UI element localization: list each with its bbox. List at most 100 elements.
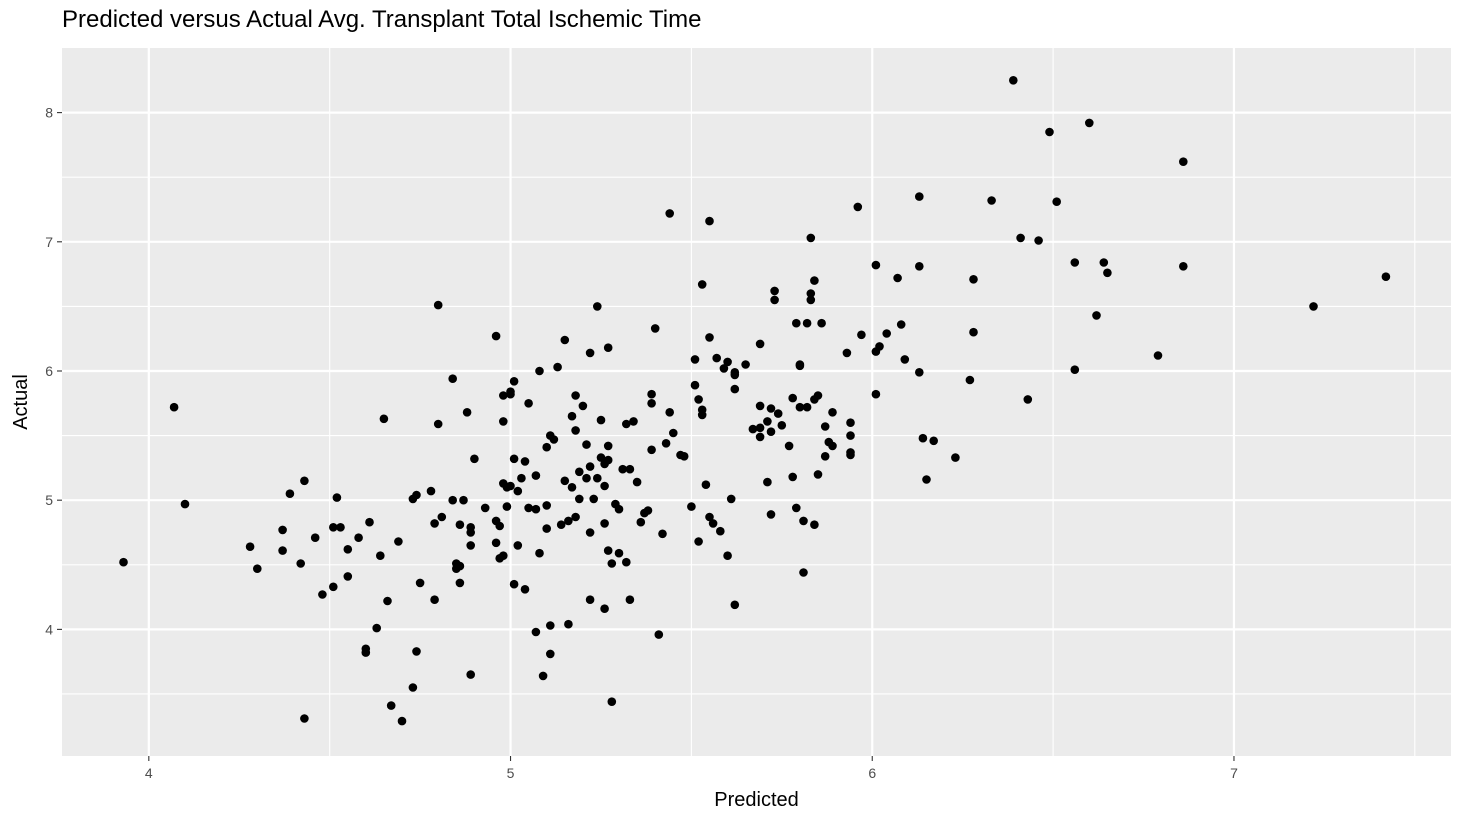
data-point	[433, 300, 443, 310]
data-point	[1045, 127, 1054, 137]
data-point	[915, 192, 924, 201]
data-point	[770, 295, 779, 305]
data-point	[376, 551, 385, 560]
data-point	[600, 519, 609, 528]
data-point	[810, 276, 819, 285]
data-point	[372, 623, 382, 633]
data-point	[614, 548, 624, 558]
data-point	[607, 697, 617, 706]
data-point	[1052, 197, 1061, 206]
data-point	[690, 355, 700, 364]
data-point	[784, 441, 794, 451]
data-point	[770, 286, 779, 296]
data-point	[459, 495, 468, 505]
data-point	[669, 428, 678, 438]
data-point	[755, 432, 765, 442]
data-point	[622, 419, 631, 429]
data-point	[1016, 233, 1025, 243]
data-point	[730, 384, 740, 394]
data-point	[813, 470, 823, 479]
data-point	[379, 414, 389, 424]
data-point	[871, 260, 881, 270]
data-point	[802, 402, 812, 412]
data-point	[462, 408, 472, 417]
data-point	[647, 445, 656, 455]
data-point	[875, 342, 884, 351]
data-point	[278, 546, 287, 555]
data-point	[643, 506, 653, 515]
data-point	[918, 433, 928, 443]
data-point	[520, 585, 530, 594]
data-point	[542, 442, 551, 452]
data-point	[788, 393, 797, 403]
data-point	[806, 233, 816, 243]
data-point	[466, 523, 476, 532]
data-point	[531, 504, 541, 514]
data-point	[799, 516, 808, 526]
data-point	[470, 454, 479, 464]
data-point	[654, 630, 664, 639]
data-point	[647, 389, 656, 399]
data-point	[412, 647, 421, 656]
plot-panel	[62, 48, 1451, 756]
data-point	[792, 318, 801, 328]
data-point	[969, 275, 978, 284]
data-point	[701, 480, 711, 490]
data-point	[437, 512, 447, 522]
data-point	[531, 627, 541, 637]
data-point	[625, 595, 635, 604]
data-point	[614, 504, 624, 514]
data-point	[1023, 395, 1033, 404]
data-point	[603, 546, 613, 555]
data-point	[495, 521, 505, 531]
data-point	[499, 417, 508, 426]
data-point	[817, 318, 826, 328]
data-point	[549, 435, 559, 444]
x-tick-label: 7	[1230, 765, 1238, 781]
data-point	[969, 327, 978, 337]
data-point	[773, 409, 783, 418]
data-point	[506, 481, 515, 491]
x-axis-title: Predicted	[714, 789, 799, 811]
data-point	[730, 368, 740, 377]
data-point	[603, 455, 613, 465]
data-point	[705, 512, 714, 522]
data-point	[951, 453, 960, 462]
data-point	[788, 472, 797, 482]
data-point	[795, 402, 805, 412]
x-tick-label: 6	[868, 765, 876, 781]
data-point	[578, 401, 588, 411]
data-point	[730, 600, 740, 610]
data-point	[455, 578, 465, 588]
data-point	[1009, 76, 1018, 85]
data-point	[741, 360, 750, 369]
data-point	[524, 399, 533, 408]
data-point	[365, 517, 374, 527]
x-tick-label: 5	[507, 765, 515, 781]
data-point	[119, 557, 128, 567]
y-tick-label: 7	[45, 234, 53, 250]
grid-minor	[62, 48, 1451, 756]
data-point	[1179, 262, 1188, 271]
data-point	[575, 467, 584, 477]
data-point	[542, 524, 551, 533]
data-point	[567, 483, 577, 492]
y-axis-title: Actual	[10, 374, 32, 430]
data-point	[607, 559, 617, 568]
data-point	[896, 320, 906, 329]
data-point	[383, 596, 392, 606]
data-point	[502, 502, 512, 511]
data-point	[828, 408, 837, 417]
data-point	[585, 528, 595, 537]
data-point	[285, 489, 295, 499]
data-point	[535, 366, 544, 376]
data-point	[618, 464, 627, 474]
data-point	[766, 510, 776, 519]
data-point	[408, 683, 418, 692]
data-point	[694, 395, 703, 404]
data-point	[538, 671, 548, 681]
data-point	[571, 391, 580, 400]
data-point	[755, 423, 765, 433]
data-point	[828, 441, 837, 451]
